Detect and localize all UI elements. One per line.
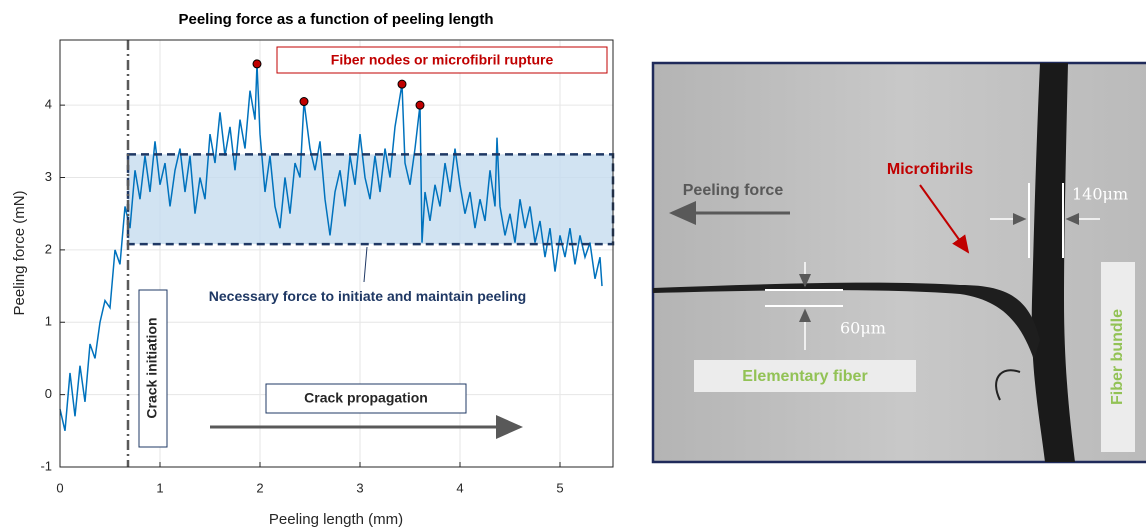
annotation-initiation: Crack initiation [144, 317, 160, 418]
fiber-bundle-label: Fiber bundle [1109, 309, 1126, 405]
annotation-rupture: Fiber nodes or microfibril rupture [331, 52, 554, 68]
x-tick-label: 3 [356, 480, 363, 495]
y-tick-label: 0 [45, 386, 52, 401]
microfibrils-label: Microfibrils [887, 161, 973, 178]
rupture-box [276, 46, 608, 74]
bundle-width-label: 140μm [1072, 185, 1128, 204]
x-tick-label: 4 [456, 480, 463, 495]
x-axis-label: Peeling length (mm) [269, 511, 403, 528]
rupture-marker [252, 59, 262, 69]
peeling-force-label: Peeling force [683, 182, 784, 199]
initiation-box [138, 289, 168, 448]
annotation-necessary: Necessary force to initiate and maintain… [208, 288, 527, 304]
x-tick-label: 2 [256, 480, 263, 495]
necessary-pointer [363, 246, 368, 283]
y-tick-label: 1 [45, 314, 52, 329]
rupture-marker [415, 100, 425, 110]
force-line [59, 63, 603, 431]
fiber-width-label: 60μm [840, 319, 886, 338]
x-tick-label: 5 [556, 480, 563, 495]
x-tick-label: 1 [156, 480, 163, 495]
propagation-box [265, 383, 467, 414]
y-axis-label: Peeling force (mN) [11, 190, 28, 315]
micrograph: Peeling force Microfibrils 140μm 60μm El… [651, 61, 1146, 464]
y-tick-label: 3 [45, 169, 52, 184]
y-tick-label: 2 [45, 241, 52, 256]
rupture-marker [397, 79, 407, 89]
x-tick-label: 0 [56, 480, 63, 495]
y-tick-label: 4 [45, 97, 52, 112]
chart-title: Peeling force as a function of peeling l… [178, 11, 493, 28]
elementary-fiber-label: Elementary fiber [742, 368, 867, 385]
y-tick-label: -1 [40, 458, 52, 473]
plot-border [59, 39, 614, 468]
annotation-propagation: Crack propagation [304, 390, 428, 406]
rupture-marker [299, 97, 309, 107]
